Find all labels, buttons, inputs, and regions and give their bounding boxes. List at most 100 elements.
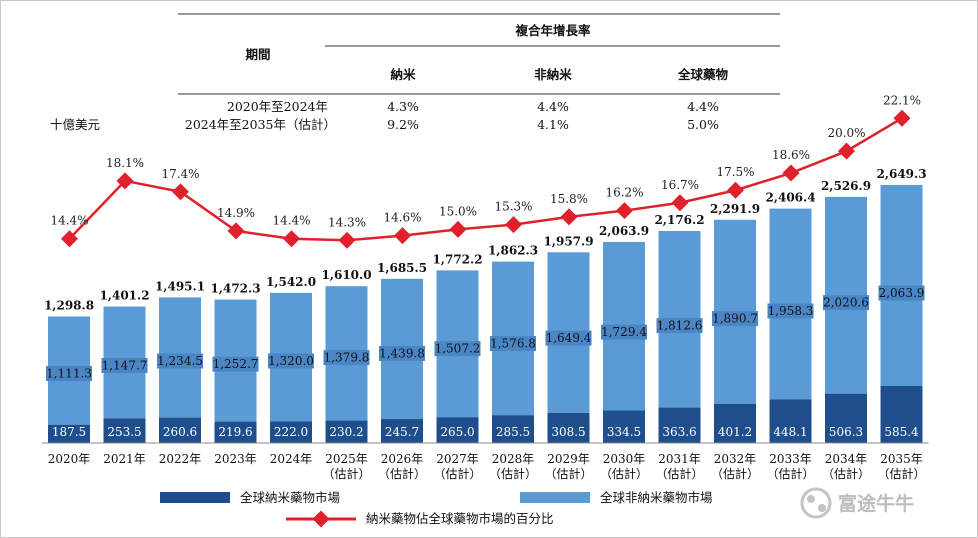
non-nano-label-bg-4 [268, 353, 314, 369]
non-nano-label-6: 1,439.8 [379, 346, 425, 360]
nano-label-14: 506.3 [829, 425, 863, 439]
x-tick-label-10: 2030年 [603, 452, 646, 466]
pct-marker-9 [560, 208, 578, 226]
table-row2-period: 2024年至2035年（估計） [185, 117, 336, 132]
pct-label-14: 20.0% [827, 126, 865, 140]
pct-label-7: 15.0% [439, 204, 477, 218]
pct-label-5: 14.3% [328, 215, 366, 229]
pct-marker-13 [782, 164, 800, 182]
bar-nano-7 [436, 417, 479, 443]
non-nano-label-bg-14 [823, 295, 869, 311]
x-tick-label-11: 2031年 [658, 452, 701, 466]
x-axis: 2020年 2021年 2022年 2023年 2024年 2025年（估計）2026年（… [42, 442, 929, 481]
x-tick-sublabel-12: （估計） [711, 466, 759, 481]
legend-swatch-non-nano [520, 492, 590, 503]
x-tick-label-0: 2020年 [48, 452, 91, 466]
x-tick-sublabel-7: （估計） [433, 466, 481, 481]
non-nano-label-12: 1,890.7 [712, 312, 758, 326]
total-label-4: 1,542.0 [266, 275, 316, 289]
x-tick-sublabel-11: （估計） [655, 466, 703, 481]
legend-label-pct: 納米藥物佔全球藥物市場的百分比 [366, 511, 554, 526]
nano-label-7: 265.0 [440, 425, 474, 439]
table-row1-global: 4.4% [687, 99, 719, 114]
total-label-7: 1,772.2 [432, 252, 482, 266]
non-nano-label-4: 1,320.0 [268, 354, 314, 368]
table-col-nano: 納米 [390, 67, 416, 82]
non-nano-label-bg-8 [490, 336, 536, 352]
x-tick-sublabel-6: （估計） [378, 466, 426, 481]
non-nano-label-13: 1,958.3 [768, 304, 814, 318]
bar-nano-10 [603, 410, 645, 443]
cagr-table: 複合年增長率 期間 納米 非納米 全球藥物 2020年至2024年 4.3% 4… [178, 13, 780, 132]
non-nano-label-3: 1,252.7 [213, 357, 259, 371]
x-tick-label-9: 2029年 [547, 452, 590, 466]
x-tick-label-15: 2035年 [880, 452, 923, 466]
non-nano-label-bg-15 [878, 285, 925, 301]
bar-nano-8 [492, 415, 534, 443]
pct-label-0: 14.4% [50, 214, 88, 228]
x-tick-label-6: 2026年 [381, 452, 424, 466]
bar-nano-9 [547, 412, 590, 443]
bar-nano-1 [103, 418, 146, 443]
non-nano-label-8: 1,576.8 [490, 337, 536, 351]
pct-label-10: 16.2% [605, 186, 643, 200]
non-nano-label-bg-2 [157, 353, 203, 369]
pct-label-15: 22.1% [883, 93, 921, 107]
table-row2-global: 5.0% [687, 117, 719, 132]
legend-marker-pct [312, 510, 330, 528]
pct-label-4: 14.4% [272, 214, 310, 228]
non-nano-label-14: 2,020.6 [823, 296, 869, 310]
watermark: 富途牛牛 [800, 487, 914, 519]
non-nano-label-bg-6 [379, 345, 425, 361]
pct-marker-3 [227, 222, 245, 240]
pct-marker-6 [394, 227, 411, 245]
legend-swatch-nano [160, 492, 230, 503]
total-label-1: 1,401.2 [99, 289, 149, 303]
pct-label-12: 17.5% [716, 165, 754, 179]
nano-label-13: 448.1 [773, 425, 807, 439]
line-layer: 14.4% 18.1% 17.4% 14.9% 14.4% 14.3% 14.6% 15.0%… [50, 93, 921, 249]
nano-label-1: 253.5 [107, 425, 141, 439]
x-tick-label-12: 2032年 [714, 452, 757, 466]
bar-non-nano-15 [880, 184, 923, 386]
x-tick-label-5: 2025年 [325, 452, 368, 466]
nano-label-12: 401.2 [718, 425, 752, 439]
pct-marker-0 [61, 230, 78, 248]
nano-label-4: 222.0 [274, 425, 308, 439]
bar-nano-4 [270, 421, 312, 443]
non-nano-label-bg-0 [46, 366, 92, 382]
non-nano-label-bg-9 [545, 330, 592, 346]
nano-label-5: 230.2 [329, 425, 363, 439]
pct-marker-1 [116, 172, 134, 190]
total-label-0: 1,298.8 [44, 298, 94, 312]
table-title: 複合年增長率 [514, 23, 591, 38]
pct-marker-2 [172, 183, 189, 201]
total-label-3: 1,472.3 [210, 282, 260, 296]
bar-nano-5 [325, 420, 368, 443]
pct-label-6: 14.6% [383, 211, 421, 225]
table-row2-nano: 9.2% [387, 117, 419, 132]
non-nano-label-7: 1,507.2 [435, 342, 481, 356]
nano-label-10: 334.5 [607, 425, 641, 439]
non-nano-label-bg-13 [767, 303, 814, 319]
total-label-6: 1,685.5 [377, 261, 427, 275]
x-tick-sublabel-10: （估計） [600, 466, 648, 481]
total-label-8: 1,862.3 [488, 244, 538, 258]
watermark-text: 富途牛牛 [838, 492, 914, 515]
non-nano-label-0: 1,111.3 [46, 367, 92, 381]
table-row1-period: 2020年至2024年 [227, 99, 328, 114]
table-col-non-nano: 非納米 [534, 67, 572, 82]
non-nano-label-11: 1,812.6 [657, 319, 703, 333]
nano-label-9: 308.5 [551, 425, 585, 439]
x-tick-label-13: 2033年 [769, 452, 812, 466]
pct-marker-7 [449, 220, 467, 238]
total-label-12: 2,291.9 [710, 202, 760, 216]
x-tick-sublabel-9: （估計） [544, 466, 592, 481]
table-col-global: 全球藥物 [677, 67, 729, 82]
table-period-header: 期間 [245, 47, 270, 62]
total-label-11: 2,176.2 [654, 213, 704, 227]
pct-marker-5 [338, 231, 356, 249]
total-label-2: 1,495.1 [155, 279, 205, 293]
